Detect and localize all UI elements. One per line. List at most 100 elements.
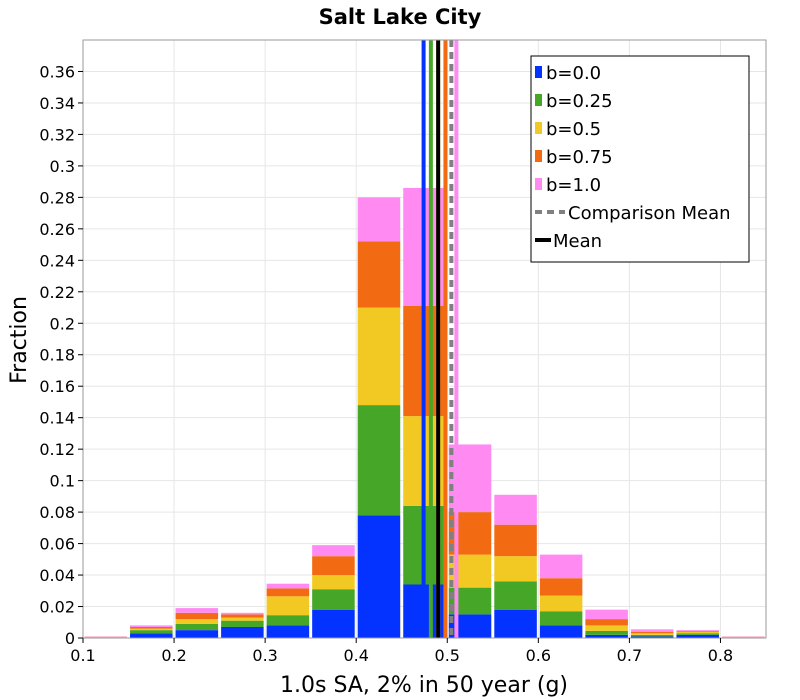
- bar-segment: [585, 634, 628, 638]
- y-tick-label: 0.08: [39, 503, 75, 522]
- x-tick-label: 0.4: [343, 646, 368, 665]
- bar-segment: [357, 307, 401, 406]
- x-tick-label: 0.7: [617, 646, 642, 665]
- y-tick-label: 0.18: [39, 346, 75, 365]
- x-tick-label: 0.6: [526, 646, 551, 665]
- bar-segment: [630, 631, 674, 634]
- legend-swatch: [535, 178, 542, 190]
- bar-segment: [312, 589, 355, 610]
- x-tick-label: 0.5: [435, 646, 460, 665]
- bar-segment: [448, 614, 492, 638]
- bar-segment: [130, 626, 173, 629]
- bar-segment: [130, 633, 173, 638]
- bar-segment: [357, 241, 401, 308]
- bar-segment: [676, 630, 719, 632]
- legend-label: b=1.0: [546, 175, 601, 196]
- bar-segment: [494, 581, 537, 610]
- bar-segment: [312, 575, 355, 590]
- bar-segment: [357, 197, 401, 242]
- y-tick-label: 0.2: [50, 314, 75, 333]
- x-tick-label: 0.2: [161, 646, 186, 665]
- bar-segment: [539, 611, 583, 626]
- x-tick-label: 0.8: [708, 646, 733, 665]
- bar-segment: [539, 578, 583, 596]
- bar-segment: [175, 612, 219, 620]
- bar-segment: [312, 609, 355, 638]
- bar-segment: [630, 634, 674, 637]
- bar-segment: [175, 630, 219, 638]
- mean-lines: [421, 40, 459, 638]
- bar-segment: [630, 629, 674, 632]
- bar-segment: [266, 625, 310, 638]
- bar-segment: [676, 630, 719, 631]
- legend-swatch: [535, 94, 542, 106]
- x-tick-label: 0.1: [70, 646, 95, 665]
- legend-label: b=0.75: [546, 147, 613, 168]
- y-tick-label: 0.28: [39, 188, 75, 207]
- bar-segment: [585, 609, 628, 620]
- legend-label: b=0.25: [546, 91, 613, 112]
- legend-box: [530, 55, 750, 263]
- bar-segment: [221, 617, 264, 621]
- y-tick-label: 0.24: [39, 251, 75, 270]
- bar-segment: [630, 636, 674, 638]
- bar-segment: [676, 634, 719, 638]
- chart-title: Salt Lake City: [319, 5, 482, 29]
- legend-label: Mean: [553, 231, 602, 252]
- bar-segment: [494, 556, 537, 582]
- legend-swatch: [535, 66, 542, 78]
- y-tick-label: 0.36: [39, 62, 75, 81]
- y-tick-label: 0.04: [39, 566, 75, 585]
- legend-label: b=0.5: [546, 119, 601, 140]
- legend-swatch: [535, 150, 542, 162]
- y-tick-label: 0.26: [39, 220, 75, 239]
- y-tick-label: 0.14: [39, 409, 75, 428]
- bar-segment: [494, 494, 537, 525]
- y-tick-label: 0.34: [39, 94, 75, 113]
- bar-segment: [585, 630, 628, 635]
- bar-segment: [312, 556, 355, 576]
- bar-segment: [539, 595, 583, 612]
- bar-segment: [266, 596, 310, 616]
- bar-segment: [357, 405, 401, 516]
- x-tick-label: 0.3: [252, 646, 277, 665]
- bar-segment: [630, 633, 674, 635]
- axis-ticks: 0 0.02 0.04 0.06 0.08 0.1 0.12 0.14 0.16 0.18 0.2 0…: [39, 62, 733, 665]
- bar-segment: [266, 588, 310, 597]
- y-tick-label: 0.06: [39, 535, 75, 554]
- bar-segment: [539, 554, 583, 579]
- y-axis-label: Fraction: [7, 296, 32, 384]
- bar-segment: [494, 524, 537, 557]
- y-tick-label: 0.1: [50, 472, 75, 491]
- bar-segment: [312, 545, 355, 557]
- legend-label: b=0.0: [546, 63, 601, 84]
- bar-segment: [585, 619, 628, 626]
- bar-segment: [221, 612, 264, 615]
- plot-frame: [82, 39, 767, 639]
- bar-segment: [130, 625, 173, 627]
- bar-segment: [130, 628, 173, 631]
- bar-segment: [585, 625, 628, 631]
- bar-segment: [130, 630, 173, 634]
- y-tick-label: 0.16: [39, 377, 75, 396]
- legend-label: Comparison Mean: [568, 203, 731, 224]
- y-tick-label: 0.12: [39, 440, 75, 459]
- bar-segment: [221, 626, 264, 638]
- x-axis-label: 1.0s SA, 2% in 50 year (g): [280, 673, 568, 698]
- y-tick-label: 0: [65, 629, 75, 648]
- bar-segment: [221, 614, 264, 618]
- bar-segment: [676, 631, 719, 634]
- bar-segment: [676, 633, 719, 635]
- bar-segment: [221, 620, 264, 627]
- bar-segment: [539, 625, 583, 638]
- bar-segment: [175, 619, 219, 624]
- y-tick-label: 0.32: [39, 125, 75, 144]
- legend: b=0.0 b=0.25 b=0.5 b=0.75 b=1.0 Comparison Me…: [530, 55, 750, 263]
- bar-segment: [266, 583, 310, 589]
- y-tick-label: 0.02: [39, 598, 75, 617]
- y-tick-label: 0.3: [50, 157, 75, 176]
- y-tick-label: 0.22: [39, 283, 75, 302]
- legend-swatch: [535, 122, 542, 134]
- bar-segment: [175, 608, 219, 613]
